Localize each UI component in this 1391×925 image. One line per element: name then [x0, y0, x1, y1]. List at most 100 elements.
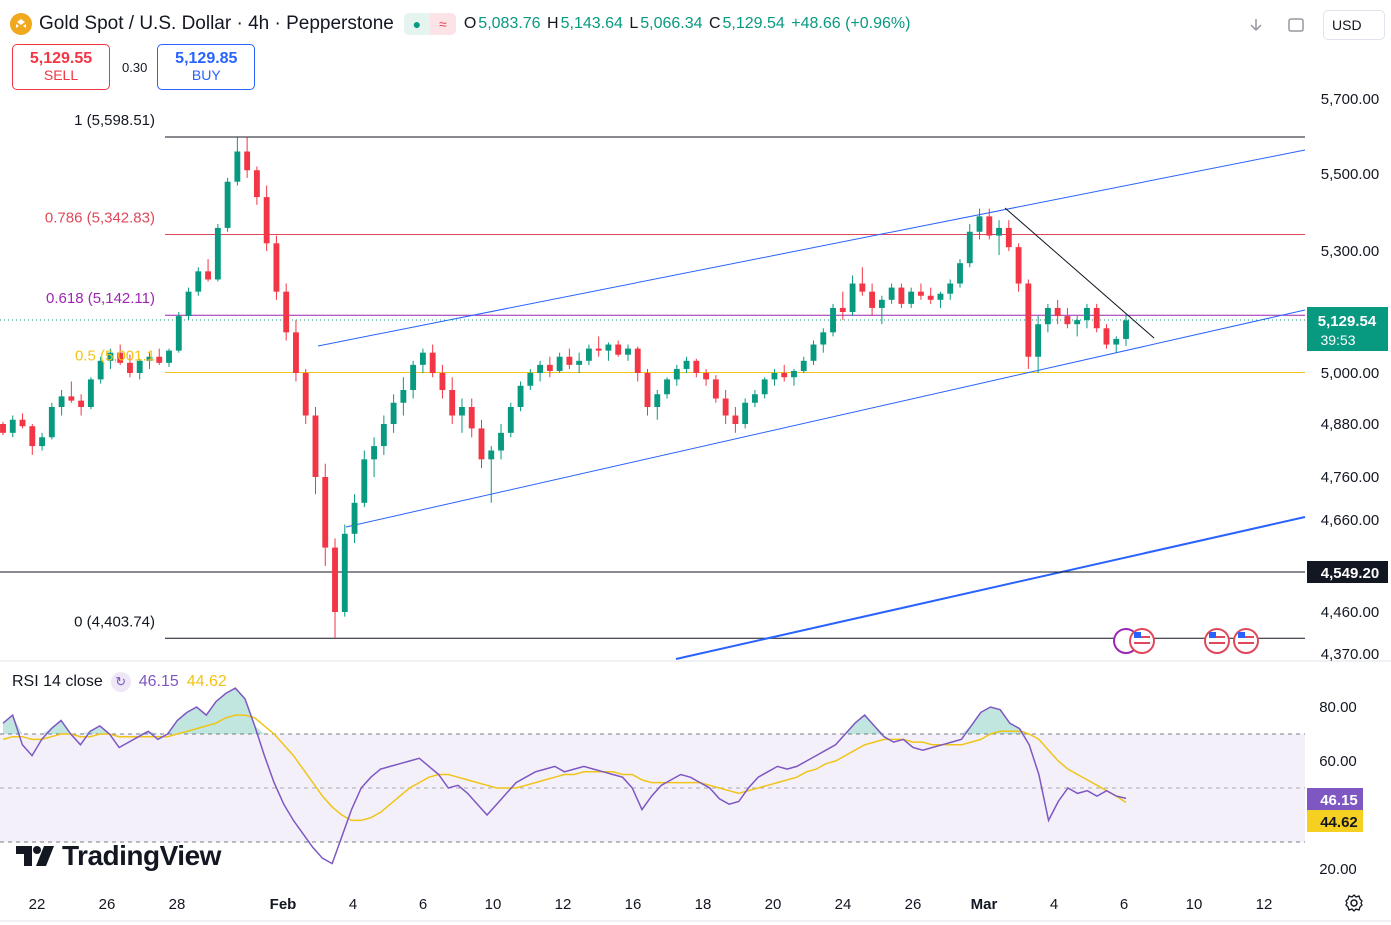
candle-body [185, 291, 192, 317]
fib-level-label: 1 (5,598.51) [74, 112, 155, 129]
trendlines[interactable] [0, 149, 1306, 660]
fib-level-label: 0.618 (5,142.11) [46, 290, 155, 307]
price-axis[interactable]: 5,700.00 5,500.00 5,300.00 5,000.00 4,880.00… [1321, 91, 1379, 663]
rsi-tick-label: 60.00 [1319, 753, 1357, 770]
channel-lower-line[interactable] [345, 309, 1306, 528]
candle-body [888, 287, 895, 300]
candle-body [927, 295, 934, 300]
fullscreen-icon[interactable] [1283, 12, 1309, 38]
candle-body [566, 356, 573, 365]
candle-body [1123, 320, 1129, 339]
candle-body [439, 373, 446, 390]
candlestick-series[interactable] [0, 137, 1129, 639]
candle-body [68, 396, 75, 401]
high-value: 5,143.64 [560, 15, 623, 32]
candle-body [878, 299, 885, 308]
low-label: L [629, 15, 639, 32]
price-tick-label: 4,660.00 [1321, 512, 1379, 529]
rsi-value-tag: 46.15 [1320, 792, 1358, 809]
candle-body [585, 348, 592, 361]
candle-body [751, 394, 758, 403]
candle-body [341, 533, 348, 612]
candle-body [371, 446, 378, 460]
candle-body [1113, 338, 1120, 345]
sell-button[interactable]: 5,129.55 SELL [12, 44, 110, 90]
descending-trendline[interactable] [1004, 207, 1155, 339]
currency-selector[interactable]: USD [1323, 10, 1385, 40]
rsi-label[interactable]: RSI 14 close [12, 673, 103, 690]
candle-body [898, 287, 905, 304]
market-open-icon[interactable]: ● [403, 13, 430, 35]
candle-body [459, 407, 465, 416]
candle-body [996, 227, 1002, 236]
candle-body [390, 402, 397, 424]
candle-body [332, 547, 338, 612]
time-tick-label: 4 [349, 896, 357, 913]
fibonacci-labels: 1 (5,598.51) 0.786 (5,342.83) 0.618 (5,142… [45, 112, 155, 630]
rsi-tick-label: 20.00 [1319, 861, 1357, 878]
settings-gear-icon[interactable] [1343, 892, 1365, 914]
candle-body [781, 373, 788, 378]
time-tick-label: 10 [1186, 896, 1203, 913]
candle-body [468, 407, 475, 429]
candle-body [224, 181, 231, 228]
time-tick-label: 10 [485, 896, 502, 913]
long-trendline[interactable] [675, 516, 1306, 660]
candle-body [634, 348, 641, 373]
download-icon[interactable] [1243, 12, 1269, 38]
candle-body [1054, 307, 1061, 317]
candle-body [908, 291, 915, 304]
candle-body [615, 344, 622, 355]
candle-body [107, 352, 114, 361]
candle-body [1064, 316, 1071, 325]
candle-body [58, 396, 65, 407]
candle-body [166, 350, 172, 363]
data-delay-icon[interactable]: ≈ [429, 13, 456, 35]
us-flag-event-icon [1129, 628, 1155, 654]
candle-body [488, 450, 495, 460]
candle-body [800, 360, 807, 371]
candle-body [293, 332, 299, 373]
candle-body [48, 407, 55, 438]
symbol-title[interactable]: Gold Spot / U.S. Dollar · 4h · Peppersto… [39, 13, 394, 34]
candle-body [810, 344, 817, 361]
refresh-icon[interactable]: ↻ [110, 672, 131, 692]
candle-body [742, 402, 749, 424]
candle-body [283, 291, 290, 333]
rsi-axis[interactable]: 80.00 60.00 20.00 [1319, 699, 1357, 878]
candle-body [429, 352, 436, 373]
candle-body [546, 364, 553, 371]
horizontal-line-price-label: 4,549.20 [1307, 561, 1388, 583]
market-status[interactable]: ● ≈ [403, 13, 456, 35]
candle-body [273, 243, 280, 292]
candle-body [117, 352, 124, 363]
candle-body [673, 368, 680, 380]
time-tick-label: 16 [625, 896, 642, 913]
horizontal-line-price: 4,549.20 [1321, 565, 1379, 582]
candle-body [253, 170, 260, 198]
rsi-ma-line[interactable] [2, 714, 1127, 822]
sell-price: 5,129.55 [29, 50, 93, 67]
open-value: 5,083.76 [478, 15, 541, 32]
buy-button[interactable]: 5,129.85 BUY [157, 44, 256, 90]
tradingview-logo[interactable]: TradingView [16, 840, 221, 872]
candle-body [937, 293, 944, 300]
time-tick-label: 6 [1120, 896, 1128, 913]
time-tick-label: 20 [765, 896, 782, 913]
channel-upper-line[interactable] [317, 149, 1306, 347]
candle-body [234, 151, 241, 182]
open-label: O [463, 15, 477, 32]
candle-body [1093, 307, 1100, 329]
candle-body [1005, 227, 1012, 248]
candle-body [214, 227, 221, 280]
ohlc-values: O 5,083.76 H 5,143.64 L 5,066.34 C 5,129.54 … [464, 15, 913, 33]
time-axis[interactable]: 22 26 28 Feb 4 6 10 12 16 18 20 24 26 Mar 4 6 10 12 [29, 896, 1273, 913]
time-tick-label: 22 [29, 896, 46, 913]
candle-body [507, 407, 514, 433]
economic-events[interactable] [1113, 628, 1259, 654]
candle-body [175, 316, 182, 351]
rsi-line[interactable] [2, 687, 1127, 865]
candle-body [312, 415, 319, 477]
tradingview-logo-icon [16, 846, 54, 866]
